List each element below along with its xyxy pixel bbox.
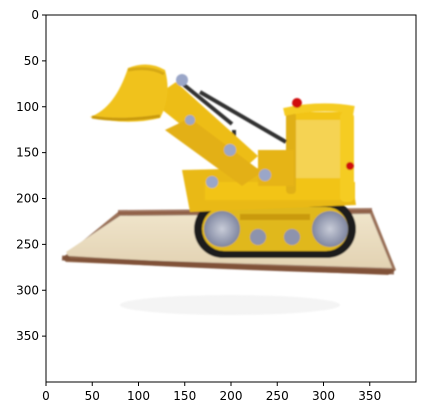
x-tick-label: 50 <box>85 389 100 403</box>
y-tick-label: 100 <box>16 100 39 114</box>
bulldozer-render <box>61 64 396 315</box>
loader-bucket <box>90 64 168 122</box>
x-tick-label: 300 <box>312 389 335 403</box>
y-tick-label: 300 <box>16 283 39 297</box>
machine-body <box>182 98 356 212</box>
x-tick-label: 100 <box>127 389 150 403</box>
x-tick-label: 0 <box>42 389 50 403</box>
y-tick-label: 200 <box>16 192 39 206</box>
x-tick-label: 350 <box>358 389 381 403</box>
y-axis: 0 50 100 150 200 250 300 350 <box>16 8 46 343</box>
x-tick-label: 150 <box>173 389 196 403</box>
x-tick-label: 200 <box>220 389 243 403</box>
x-tick-label: 250 <box>266 389 289 403</box>
y-tick-label: 0 <box>31 8 39 22</box>
loader-arm <box>150 74 288 188</box>
track-assembly <box>194 200 356 258</box>
y-tick-label: 250 <box>16 237 39 251</box>
x-axis: 0 50 100 150 200 250 300 350 <box>42 382 381 403</box>
y-tick-label: 50 <box>24 54 39 68</box>
y-tick-label: 150 <box>16 146 39 160</box>
y-tick-label: 350 <box>16 329 39 343</box>
